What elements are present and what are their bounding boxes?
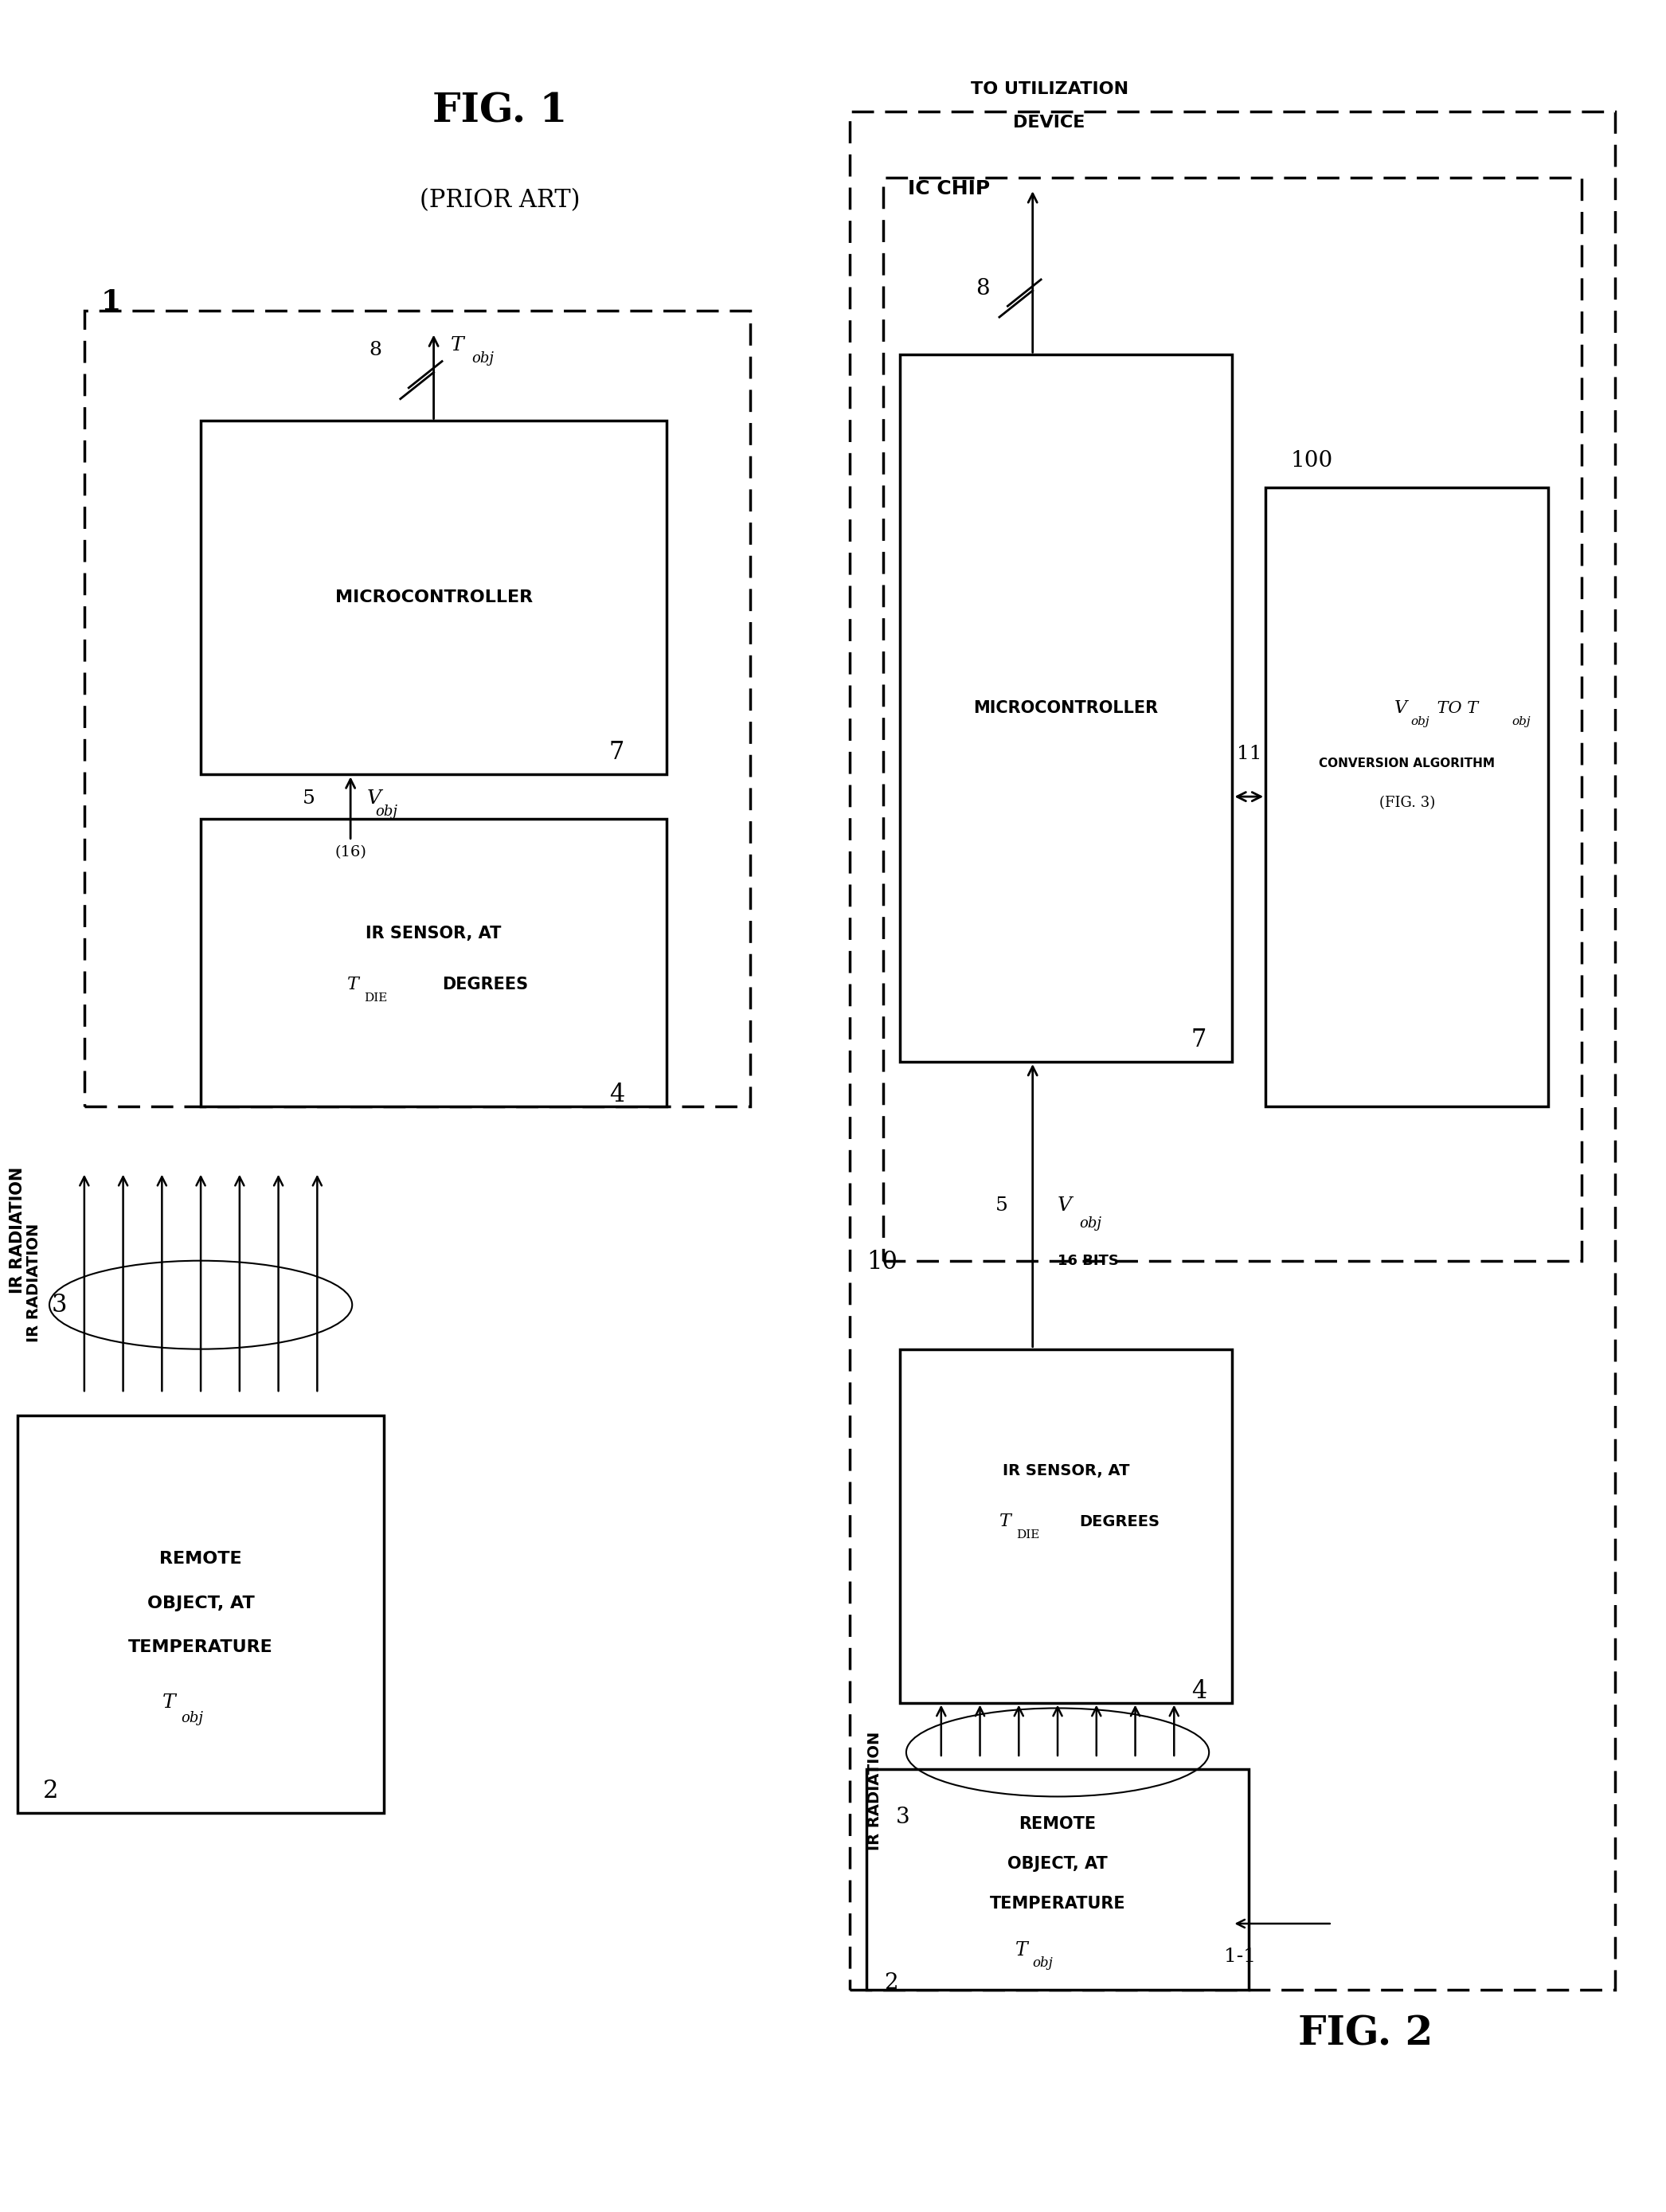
Text: obj: obj [375, 805, 398, 818]
FancyBboxPatch shape [202, 818, 666, 1106]
Text: (FIG. 3): (FIG. 3) [1379, 796, 1434, 810]
FancyBboxPatch shape [900, 354, 1233, 1062]
Text: obj: obj [1511, 717, 1531, 728]
Text: 2: 2 [43, 1778, 58, 1803]
Text: DEVICE: DEVICE [1013, 115, 1085, 131]
Text: V: V [1394, 699, 1408, 717]
Text: (16): (16) [335, 845, 367, 860]
Text: T: T [1000, 1513, 1011, 1531]
FancyBboxPatch shape [1266, 487, 1548, 1106]
FancyBboxPatch shape [202, 420, 666, 774]
Text: 8: 8 [370, 341, 382, 358]
Text: obj: obj [471, 352, 495, 365]
Text: IR RADIATION: IR RADIATION [27, 1223, 42, 1343]
Text: TEMPERATURE: TEMPERATURE [990, 1896, 1126, 1911]
Text: FIG. 1: FIG. 1 [433, 93, 568, 131]
Text: TO UTILIZATION: TO UTILIZATION [970, 82, 1128, 97]
Text: TEMPERATURE: TEMPERATURE [128, 1639, 273, 1655]
Text: obj: obj [1033, 1958, 1053, 1971]
Text: MICROCONTROLLER: MICROCONTROLLER [973, 701, 1158, 717]
Text: 7: 7 [1191, 1026, 1206, 1053]
Text: OBJECT, AT: OBJECT, AT [147, 1595, 255, 1610]
Text: 7: 7 [610, 741, 625, 765]
Text: 3: 3 [52, 1292, 67, 1316]
Text: DIE: DIE [363, 993, 387, 1004]
Text: obj: obj [182, 1710, 203, 1725]
Text: 11: 11 [1236, 745, 1261, 763]
Text: (PRIOR ART): (PRIOR ART) [420, 188, 580, 212]
FancyBboxPatch shape [18, 1416, 383, 1814]
Text: 2: 2 [885, 1973, 898, 1993]
Text: 5: 5 [995, 1197, 1008, 1214]
Text: IR SENSOR, AT: IR SENSOR, AT [367, 925, 501, 942]
Text: IR RADIATION: IR RADIATION [10, 1168, 25, 1294]
Text: T: T [1015, 1940, 1028, 1960]
Text: CONVERSION ALGORITHM: CONVERSION ALGORITHM [1319, 757, 1494, 770]
Text: obj: obj [1080, 1217, 1101, 1230]
Text: REMOTE: REMOTE [160, 1551, 242, 1566]
Text: DIE: DIE [1016, 1528, 1040, 1540]
Text: 100: 100 [1291, 449, 1333, 471]
Text: 3: 3 [896, 1807, 910, 1829]
Text: 8: 8 [976, 279, 990, 299]
Text: T: T [450, 336, 463, 354]
Text: 10: 10 [866, 1250, 898, 1274]
Text: V: V [367, 790, 382, 807]
Text: 16 BITS: 16 BITS [1058, 1254, 1120, 1267]
Text: OBJECT, AT: OBJECT, AT [1008, 1856, 1108, 1871]
Text: V: V [1058, 1197, 1071, 1214]
Text: REMOTE: REMOTE [1020, 1816, 1096, 1832]
Text: 4: 4 [1191, 1679, 1206, 1703]
Text: 1-1: 1-1 [1225, 1947, 1256, 1966]
Text: DEGREES: DEGREES [1080, 1513, 1160, 1528]
FancyBboxPatch shape [866, 1770, 1250, 1991]
Text: 1: 1 [102, 288, 122, 316]
Text: 4: 4 [610, 1082, 625, 1108]
FancyBboxPatch shape [900, 1349, 1233, 1703]
Text: DEGREES: DEGREES [441, 975, 528, 993]
Text: IR SENSOR, AT: IR SENSOR, AT [1003, 1462, 1130, 1478]
Text: obj: obj [1411, 717, 1429, 728]
Text: IR RADIATION: IR RADIATION [866, 1732, 883, 1851]
Text: T: T [347, 975, 358, 993]
Text: IC CHIP: IC CHIP [908, 179, 990, 199]
Text: T: T [163, 1694, 177, 1712]
Text: MICROCONTROLLER: MICROCONTROLLER [335, 591, 533, 606]
Text: TO T: TO T [1433, 701, 1478, 717]
Text: 5: 5 [303, 790, 315, 807]
Text: FIG. 2: FIG. 2 [1298, 2015, 1433, 2053]
